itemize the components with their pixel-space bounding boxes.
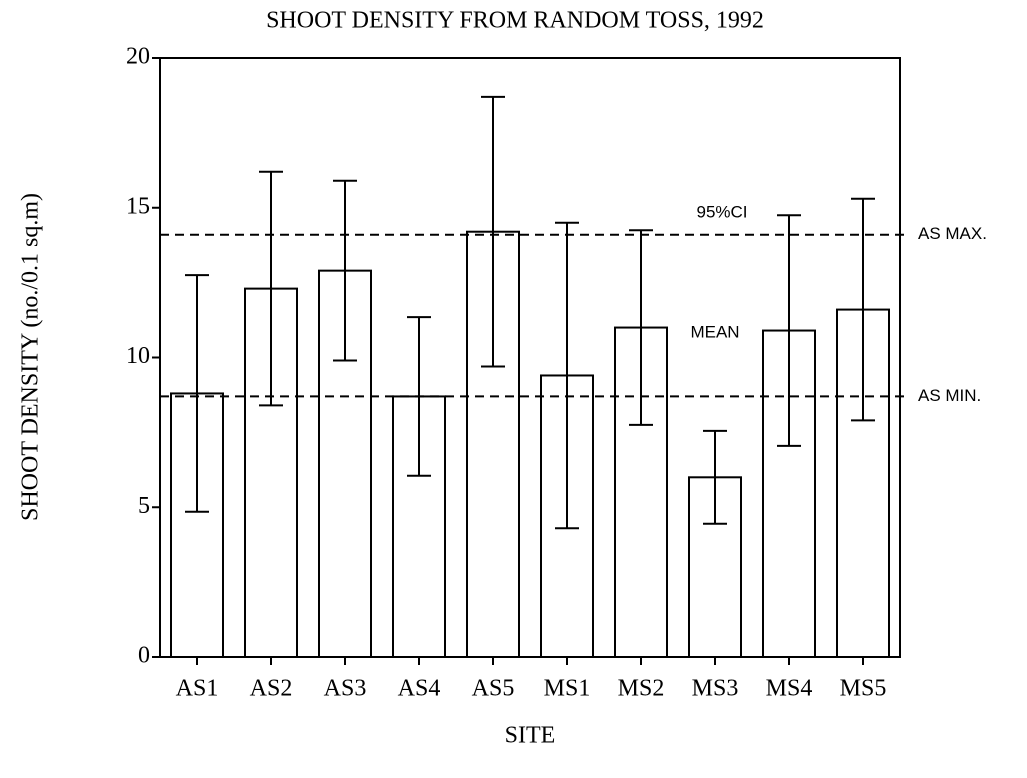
y-tick-label: 15 (126, 193, 150, 219)
y-tick-label: 0 (138, 643, 150, 669)
y-tick-label: 20 (126, 44, 150, 70)
x-axis-label: SITE (505, 723, 556, 749)
y-axis-label: SHOOT DENSITY (no./0.1 sq.m) (18, 193, 44, 521)
error-bar (629, 229, 653, 426)
y-tick-label: 10 (126, 343, 150, 369)
error-bar (703, 429, 727, 525)
x-tick-label: AS2 (250, 676, 293, 702)
reference-label: AS MIN. (918, 386, 981, 405)
x-tick-label: MS5 (840, 676, 887, 702)
x-tick-label: AS4 (398, 676, 441, 702)
error-bar (481, 95, 505, 368)
error-bar (259, 170, 283, 407)
error-bar (333, 179, 357, 362)
reference-label: AS MAX. (918, 224, 987, 243)
error-bar (185, 274, 209, 513)
annotation: MEAN (690, 322, 739, 341)
x-tick-label: AS1 (176, 676, 219, 702)
x-tick-label: MS2 (618, 676, 665, 702)
annotation: 95%CI (696, 202, 747, 221)
error-bar (777, 214, 801, 447)
x-tick-label: AS3 (324, 676, 367, 702)
x-tick-label: MS3 (692, 676, 739, 702)
chart-title: SHOOT DENSITY FROM RANDOM TOSS, 1992 (266, 8, 764, 34)
x-tick-label: MS1 (544, 676, 591, 702)
x-tick-label: MS4 (766, 676, 813, 702)
y-tick-label: 5 (138, 493, 150, 519)
x-tick-label: AS5 (472, 676, 515, 702)
error-bar (555, 221, 579, 530)
error-bar (851, 197, 875, 422)
